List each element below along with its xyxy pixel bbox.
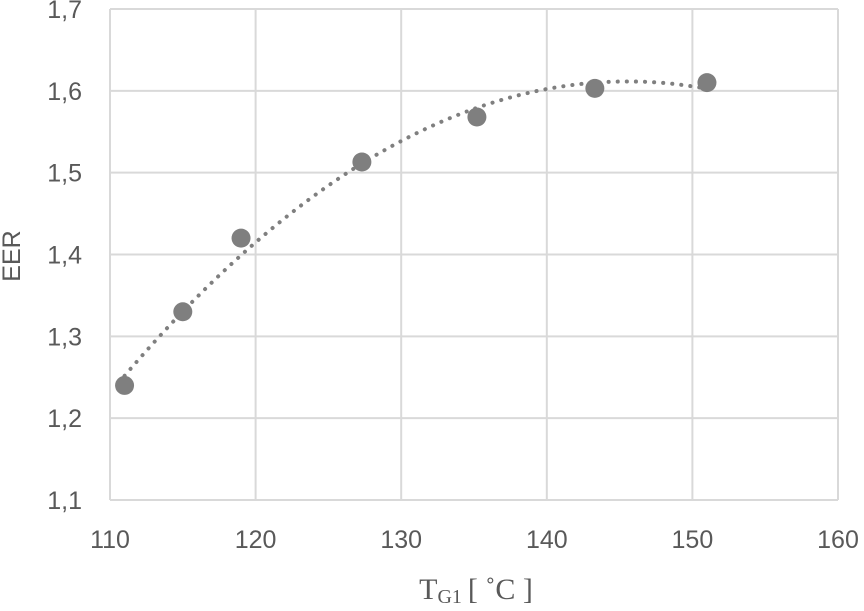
y-tick-label: 1,2 bbox=[47, 405, 82, 433]
data-point bbox=[115, 375, 135, 395]
x-tick-labels: 110 120 130 140 150 160 bbox=[90, 526, 859, 554]
y-tick-label: 1,1 bbox=[47, 487, 82, 515]
y-tick-labels: 1,1 1,2 1,3 1,4 1,5 1,6 1,7 bbox=[47, 0, 82, 515]
x-tick-label: 140 bbox=[526, 526, 568, 554]
trendline bbox=[122, 79, 709, 378]
y-tick-label: 1,7 bbox=[47, 0, 82, 24]
x-tick-label: 150 bbox=[672, 526, 714, 554]
x-axis-label: TG1 [ ˚C ] bbox=[419, 573, 533, 606]
grid bbox=[109, 8, 839, 501]
x-tick-label: 120 bbox=[235, 526, 277, 554]
trendline-path bbox=[122, 79, 709, 378]
data-point bbox=[585, 78, 605, 98]
y-axis-label: EER bbox=[0, 230, 26, 281]
y-tick-label: 1,4 bbox=[47, 242, 82, 270]
y-tick-label: 1,5 bbox=[47, 160, 82, 188]
data-point bbox=[173, 302, 193, 322]
data-point bbox=[467, 107, 487, 127]
x-tick-label: 160 bbox=[817, 526, 859, 554]
y-tick-label: 1,6 bbox=[47, 78, 82, 106]
data-points bbox=[115, 73, 717, 395]
x-axis-label-subscript: G1 bbox=[437, 586, 461, 606]
data-point bbox=[231, 228, 251, 248]
x-axis-label-unit: [ ˚C ] bbox=[468, 573, 533, 606]
data-point bbox=[352, 152, 372, 172]
x-tick-label: 110 bbox=[90, 526, 130, 554]
x-axis-label-main: T bbox=[419, 573, 437, 606]
x-tick-label: 130 bbox=[380, 526, 422, 554]
data-point bbox=[697, 73, 717, 93]
y-tick-label: 1,3 bbox=[47, 323, 82, 351]
